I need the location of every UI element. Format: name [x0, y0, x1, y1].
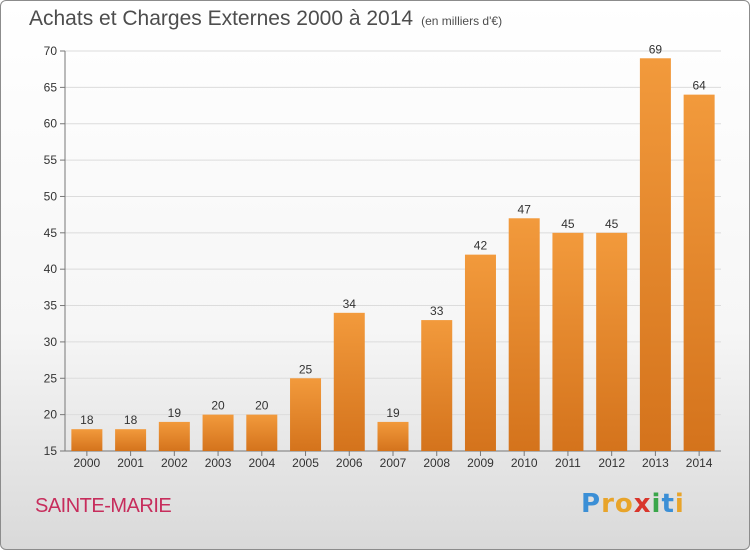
bar-value-label: 64	[692, 79, 706, 93]
x-tick-label: 2006	[336, 456, 363, 470]
bar	[421, 320, 453, 451]
bar	[639, 58, 671, 451]
bars	[71, 58, 715, 452]
bar	[508, 218, 540, 451]
y-tick-label: 30	[44, 335, 58, 349]
bar-value-label: 47	[518, 202, 532, 216]
bar	[552, 232, 584, 451]
bar	[158, 421, 190, 451]
labels: 15 20 25 30 35 40 45 50 55 60 65 70 18 2000 18 2001 19 20…	[44, 42, 713, 470]
chart-title: Achats et Charges Externes 2000 à 2014 (e…	[29, 7, 502, 31]
x-tick-label: 2012	[598, 456, 625, 470]
x-tick-label: 2000	[74, 456, 101, 470]
bar-value-label: 45	[561, 217, 575, 231]
place-name: SAINTE-MARIE	[35, 495, 172, 517]
bar-value-label: 69	[649, 42, 663, 56]
x-tick-label: 2002	[161, 456, 188, 470]
y-tick-label: 70	[44, 44, 58, 58]
bar-value-label: 33	[430, 304, 444, 318]
y-tick-label: 35	[44, 299, 58, 313]
y-tick-label: 50	[44, 189, 58, 203]
bar-value-label: 45	[605, 217, 619, 231]
x-tick-label: 2013	[642, 456, 669, 470]
logo-letter: o	[614, 489, 634, 519]
chart-subtitle: (en milliers d'€)	[421, 14, 503, 28]
bar-value-label: 18	[80, 413, 94, 427]
bar	[464, 254, 496, 451]
chart-title-text: Achats et Charges Externes 2000 à 2014	[29, 7, 414, 30]
bar-value-label: 34	[343, 297, 357, 311]
bar	[290, 378, 322, 451]
x-tick-label: 2014	[686, 456, 713, 470]
bar-value-label: 25	[299, 362, 313, 376]
logo-letter: x	[633, 489, 652, 519]
y-tick-label: 40	[44, 262, 58, 276]
y-tick-label: 25	[44, 371, 58, 385]
bar	[596, 232, 628, 451]
bar-value-label: 42	[474, 239, 488, 253]
y-tick-label: 65	[44, 80, 58, 94]
bar	[202, 414, 234, 451]
logo-letter: r	[601, 489, 615, 519]
x-tick-label: 2007	[380, 456, 407, 470]
proxiti-logo: Proxiti	[581, 489, 685, 519]
y-tick-label: 45	[44, 226, 58, 240]
logo-letter: i	[674, 489, 685, 519]
bar	[333, 312, 365, 451]
bar-value-label: 20	[255, 399, 269, 413]
x-tick-label: 2010	[511, 456, 538, 470]
y-tick-label: 20	[44, 408, 58, 422]
x-tick-label: 2004	[248, 456, 275, 470]
y-tick-label: 15	[44, 444, 58, 458]
x-tick-label: 2008	[423, 456, 450, 470]
y-tick-label: 55	[44, 153, 58, 167]
x-tick-label: 2005	[292, 456, 319, 470]
bar	[71, 429, 103, 451]
x-tick-label: 2001	[117, 456, 144, 470]
bar	[115, 429, 147, 451]
x-tick-label: 2009	[467, 456, 494, 470]
bar-value-label: 20	[211, 399, 225, 413]
logo-letter: t	[661, 489, 675, 519]
logo-letter: i	[651, 489, 662, 519]
y-tick-label: 60	[44, 117, 58, 131]
x-tick-label: 2011	[555, 456, 581, 470]
bar	[377, 421, 409, 451]
bar	[246, 414, 278, 451]
bar-value-label: 19	[168, 406, 182, 420]
x-tick-label: 2003	[205, 456, 232, 470]
bar-value-label: 18	[124, 413, 138, 427]
bar-value-label: 19	[386, 406, 400, 420]
logo-letter: P	[581, 489, 602, 519]
bar	[683, 94, 715, 452]
